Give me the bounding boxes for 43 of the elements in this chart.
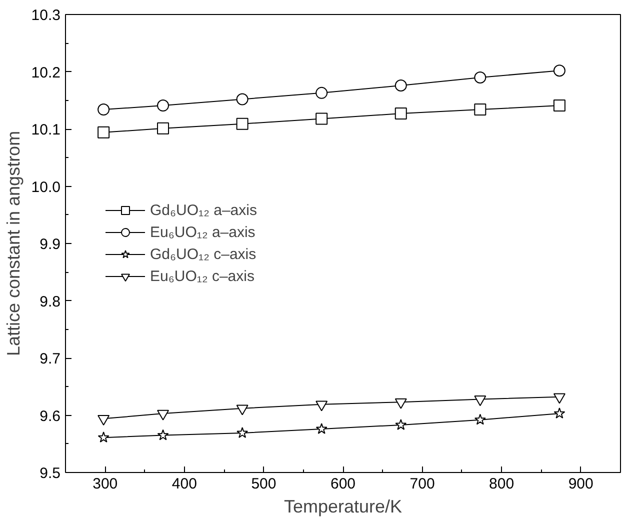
legend-label: Gd₆UO₁₂ a–axis: [150, 202, 257, 218]
y-tick-label: 9.7: [40, 350, 61, 368]
y-tick-label: 9.6: [40, 408, 61, 425]
legend-label: Gd₆UO₁₂ c–axis: [150, 246, 256, 262]
y-tick-label: 10.3: [31, 7, 61, 24]
y-tick-label: 10.0: [31, 178, 61, 196]
y-tick-label: 10.1: [31, 122, 61, 138]
x-tick-label: 400: [172, 476, 197, 492]
legend-label: Eu₆UO₁₂ c–axis: [150, 268, 254, 284]
point: [98, 126, 110, 138]
x-axis-title: Temperature/K: [284, 496, 402, 516]
x-tick-label: 700: [410, 476, 435, 492]
point: [236, 426, 248, 438]
point: [236, 118, 248, 130]
point: [98, 432, 110, 443]
x-tick-label: 300: [92, 476, 118, 492]
point: [157, 100, 170, 112]
point: [316, 112, 328, 125]
point: [474, 104, 486, 116]
point: [316, 422, 328, 434]
point: [316, 86, 328, 99]
y-tick-label: 10.2: [31, 64, 61, 82]
point: [394, 108, 407, 120]
point: [553, 100, 566, 112]
point: [553, 64, 566, 77]
point: [474, 71, 486, 84]
point: [474, 414, 486, 425]
legend-label: Eu₆UO₁₂ a–axis: [150, 224, 256, 240]
x-tick-label: 900: [568, 476, 594, 492]
point: [157, 122, 170, 134]
y-tick-label: 9.5: [40, 465, 61, 482]
point: [157, 429, 169, 440]
y-axis-title: Lattice constant in angstrom: [3, 130, 24, 356]
x-tick-label: 600: [330, 476, 356, 492]
x-tick-label: 500: [251, 476, 276, 492]
point: [236, 93, 248, 106]
point: [394, 80, 407, 92]
point: [554, 408, 566, 418]
x-tick-label: 800: [489, 476, 514, 492]
y-tick-label: 9.8: [40, 293, 61, 310]
y-tick-label: 9.9: [40, 236, 61, 253]
point: [395, 418, 407, 430]
point: [98, 104, 110, 116]
